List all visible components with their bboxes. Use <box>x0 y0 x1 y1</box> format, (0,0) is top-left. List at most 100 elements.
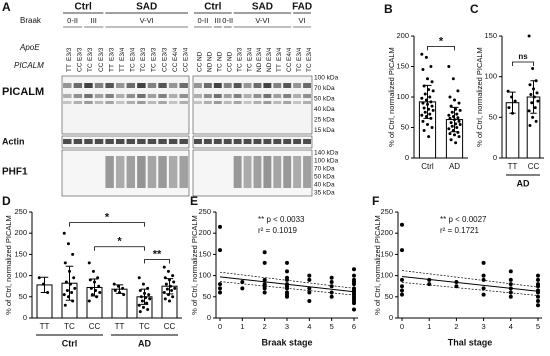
data-point <box>453 133 456 137</box>
x-tick-label: CC <box>89 322 101 331</box>
y-tick-label: 0 <box>207 313 211 322</box>
data-point <box>400 222 404 227</box>
blot-band <box>233 94 242 98</box>
data-point <box>456 89 460 93</box>
data-point <box>447 113 451 117</box>
blot-band <box>223 94 232 98</box>
data-point <box>352 267 356 272</box>
data-point <box>139 295 143 299</box>
data-point <box>421 101 425 105</box>
data-point <box>329 279 334 284</box>
data-point <box>73 286 77 290</box>
data-point <box>91 269 95 273</box>
data-point <box>121 286 125 290</box>
blot-band <box>168 139 178 144</box>
y-tick-label: 150 <box>14 249 27 258</box>
data-point <box>457 101 461 105</box>
lane-picalm: TT <box>119 64 126 72</box>
lane-apoe: E4/4 <box>172 47 179 61</box>
braak-stage: III <box>215 16 221 25</box>
blot-band <box>203 101 212 104</box>
data-point <box>529 93 533 97</box>
group-name: Ctrl <box>204 2 221 13</box>
y-tick-label: 250 <box>198 207 211 216</box>
y-axis-label: % of Ctrl, normalized PICALM <box>475 47 484 147</box>
data-point <box>307 290 312 295</box>
x-tick-label: TT <box>40 322 50 331</box>
data-point <box>173 286 177 290</box>
blot-band <box>73 139 83 144</box>
blot-smear <box>179 156 188 188</box>
significance-bracket <box>94 246 145 251</box>
data-point <box>421 68 425 72</box>
panel-label: A <box>2 0 11 14</box>
lane-picalm: ND <box>266 62 273 72</box>
blot-band <box>263 101 272 104</box>
data-point <box>87 261 91 265</box>
blot-band <box>126 101 136 104</box>
blot-band <box>283 94 292 98</box>
lane-apoe: E3/3 <box>236 47 243 61</box>
lane-picalm: TC <box>217 63 224 72</box>
kda-label: 100 kDa <box>314 158 339 165</box>
blot-band <box>213 94 222 98</box>
data-point <box>162 265 166 269</box>
data-point <box>506 89 510 93</box>
lane-apoe: E3/4 <box>266 47 273 61</box>
y-tick-label: 100 <box>396 92 409 101</box>
blot-band <box>273 139 282 144</box>
data-point <box>481 292 486 297</box>
blot-band <box>253 139 262 144</box>
blot-band <box>137 94 146 98</box>
data-point <box>400 284 404 289</box>
blot-band <box>293 94 302 98</box>
x-tick-label: CC <box>164 322 176 331</box>
data-point <box>424 55 428 59</box>
blot-row-label: PICALM <box>2 86 44 98</box>
data-point <box>141 282 145 286</box>
blot-band <box>243 83 252 88</box>
blot-smear <box>253 156 262 188</box>
blot-band <box>223 101 232 104</box>
blot-band <box>168 94 178 98</box>
lane-apoe: E3/3 <box>161 47 168 61</box>
blot-band <box>263 83 272 88</box>
kda-label: 70 kDa <box>314 166 335 173</box>
data-point <box>352 301 356 306</box>
data-point <box>89 286 93 290</box>
y-tick-label: 100 <box>484 72 497 81</box>
lane-picalm: CC <box>98 62 105 72</box>
blot-phf1 <box>192 149 313 197</box>
blot-band <box>94 139 104 144</box>
x-tick-label: 5 <box>330 322 334 331</box>
data-point <box>70 291 74 295</box>
blot-band <box>203 94 212 98</box>
blot-band <box>158 139 167 144</box>
data-point <box>37 276 41 280</box>
data-point <box>458 122 462 126</box>
blot-phf1 <box>61 149 190 197</box>
blot-band <box>115 94 125 98</box>
data-point <box>430 126 434 129</box>
blot-band <box>253 83 262 88</box>
significance-label: * <box>105 212 110 224</box>
y-axis-label: % of Ctrl, normalized PICALM <box>373 215 382 315</box>
data-point <box>420 113 424 117</box>
data-point <box>508 294 513 299</box>
x-tick-label: 0 <box>400 322 404 331</box>
blot-band <box>105 101 114 104</box>
fit-line <box>401 282 539 296</box>
blot-band <box>63 83 72 88</box>
y-tick-label: 0 <box>493 153 497 162</box>
data-point <box>400 277 404 282</box>
blot-band <box>115 83 125 88</box>
data-point <box>457 135 461 139</box>
kda-label: 50 kDa <box>314 174 335 181</box>
x-tick-label: 4 <box>307 322 311 331</box>
blot-band <box>293 83 302 88</box>
data-point <box>528 83 532 87</box>
y-tick-label: 50 <box>401 122 409 131</box>
data-point <box>218 248 222 253</box>
data-point <box>262 290 267 295</box>
data-point <box>536 294 540 299</box>
